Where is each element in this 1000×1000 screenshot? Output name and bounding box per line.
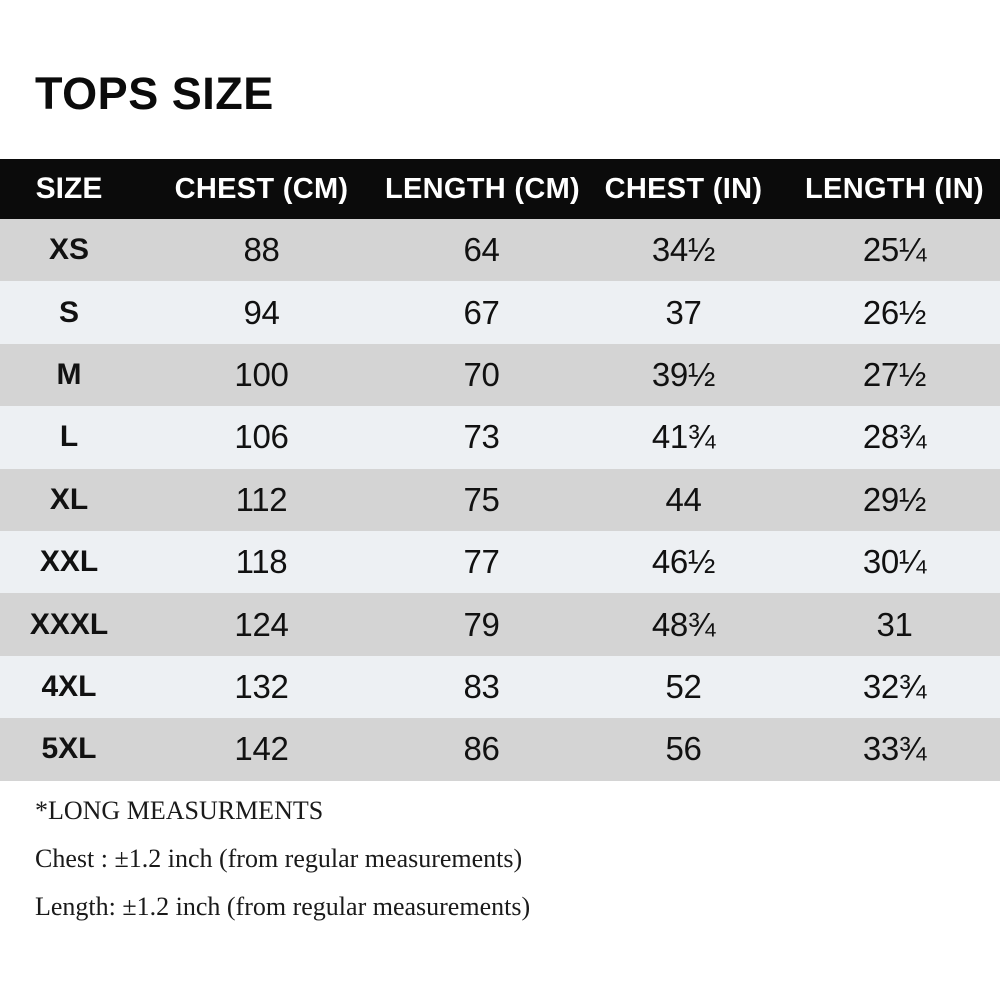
- table-row-xl: XL 112 75 44 29½: [0, 468, 1000, 531]
- table-row-4xl: 4XL 132 83 52 32¾: [0, 655, 1000, 719]
- cell-5xl-length-in: 33¾: [862, 730, 927, 768]
- cell-m-chest-cm: 100: [234, 355, 289, 393]
- cell-l-size: L: [59, 420, 79, 454]
- footnote-chest-tolerance: Chest : ±1.2 inch (from regular measurem…: [35, 844, 523, 873]
- cell-5xl-chest-in: 56: [665, 730, 702, 768]
- footnote-length-tolerance: Length: ±1.2 inch (from regular measurem…: [35, 892, 531, 921]
- cell-xs-length-cm: 64: [463, 231, 500, 269]
- column-header-chest-in: CHEST (IN): [604, 172, 763, 205]
- cell-5xl-size: 5XL: [41, 732, 97, 766]
- cell-xs-chest-in: 34½: [651, 231, 716, 269]
- column-header-length-in: LENGTH (IN): [805, 172, 984, 205]
- cell-xxxl-chest-in: 48¾: [651, 605, 716, 643]
- cell-l-length-cm: 73: [463, 418, 500, 456]
- table-row-xs: XS 88 64 34½ 25¼: [0, 219, 1000, 282]
- cell-xl-length-cm: 75: [463, 480, 500, 518]
- table-row-m: M 100 70 39½ 27½: [0, 343, 1000, 407]
- page-title: TOPS SIZE: [35, 68, 274, 119]
- table-row-s: S 94 67 37 26½: [0, 281, 1000, 344]
- cell-xxxl-size: XXXL: [29, 607, 109, 641]
- cell-xxl-length-cm: 77: [463, 543, 500, 581]
- cell-xl-chest-in: 44: [665, 480, 702, 518]
- cell-xxl-chest-in: 46½: [651, 543, 716, 581]
- cell-xxxl-chest-cm: 124: [234, 605, 289, 643]
- cell-xs-chest-cm: 88: [243, 231, 280, 269]
- cell-s-length-in: 26½: [862, 293, 927, 331]
- cell-xxxl-length-in: 31: [876, 605, 913, 643]
- cell-5xl-length-cm: 86: [463, 730, 500, 768]
- cell-s-chest-cm: 94: [243, 293, 280, 331]
- table-row-xxxl: XXXL 124 79 48¾ 31: [0, 593, 1000, 656]
- cell-m-size: M: [56, 357, 82, 391]
- cell-l-length-in: 28¾: [862, 418, 927, 456]
- table-row-xxl: XXL 118 77 46½ 30¼: [0, 530, 1000, 594]
- cell-l-chest-in: 41¾: [651, 418, 716, 456]
- table-row-5xl: 5XL 142 86 56 33¾: [0, 718, 1000, 781]
- cell-4xl-size: 4XL: [41, 669, 97, 703]
- cell-xxl-length-in: 30¼: [862, 543, 927, 581]
- table-row-l: L 106 73 41¾ 28¾: [0, 406, 1000, 469]
- cell-xl-length-in: 29½: [862, 480, 927, 518]
- column-header-size: SIZE: [35, 172, 103, 205]
- cell-4xl-length-cm: 83: [463, 667, 500, 705]
- cell-xs-length-in: 25¼: [862, 231, 927, 269]
- cell-xl-chest-cm: 112: [235, 480, 288, 518]
- cell-xxxl-length-cm: 79: [463, 605, 500, 643]
- cell-4xl-length-in: 32¾: [862, 667, 927, 705]
- cell-s-size: S: [58, 295, 79, 329]
- cell-s-chest-in: 37: [665, 293, 702, 331]
- cell-5xl-chest-cm: 142: [234, 730, 289, 768]
- footnote-long-measurements: *LONG MEASURMENTS: [35, 796, 324, 825]
- cell-s-length-cm: 67: [463, 293, 500, 331]
- column-header-length-cm: LENGTH (CM): [385, 172, 580, 205]
- cell-xl-size: XL: [49, 482, 89, 516]
- size-table: SIZE CHEST (CM) LENGTH (CM) CHEST (IN) LENGT…: [0, 159, 1000, 781]
- table-header-row: SIZE CHEST (CM) LENGTH (CM) CHEST (IN) LENGT…: [0, 159, 1000, 219]
- cell-xxl-size: XXL: [39, 545, 99, 579]
- column-header-chest-cm: CHEST (CM): [174, 172, 349, 205]
- cell-m-length-cm: 70: [463, 355, 500, 393]
- footnotes: *LONG MEASURMENTS Chest : ±1.2 inch (fro…: [35, 796, 530, 940]
- cell-m-chest-in: 39½: [651, 355, 716, 393]
- cell-xs-size: XS: [48, 233, 90, 267]
- cell-l-chest-cm: 106: [234, 418, 289, 456]
- cell-4xl-chest-cm: 132: [234, 667, 289, 705]
- table-body: XS 88 64 34½ 25¼ S 94 67 37 26½ M 100 70 39½ 27½ L 106 73…: [0, 219, 1000, 781]
- cell-xxl-chest-cm: 118: [235, 543, 288, 581]
- cell-m-length-in: 27½: [862, 355, 927, 393]
- cell-4xl-chest-in: 52: [665, 667, 702, 705]
